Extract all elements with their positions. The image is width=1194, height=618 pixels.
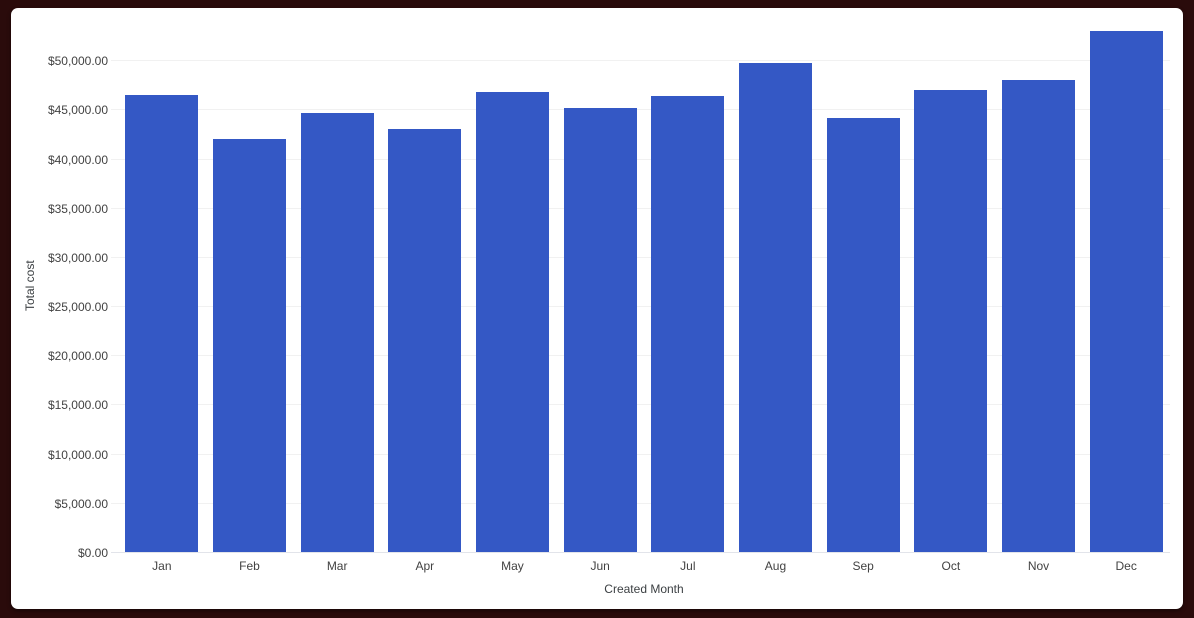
y-tick-label: $0.00 <box>77 546 108 560</box>
gridline <box>111 60 1170 61</box>
bar-jul[interactable] <box>651 95 725 553</box>
bar-oct[interactable] <box>914 89 988 553</box>
gridline <box>111 208 1170 209</box>
bar-slot-jan <box>118 18 206 553</box>
y-tick-label: $20,000.00 <box>47 349 108 363</box>
bar-slot-sep <box>819 18 907 553</box>
y-tick-label: $40,000.00 <box>47 153 108 167</box>
gridline <box>111 109 1170 110</box>
bar-mar[interactable] <box>300 113 374 553</box>
bar-dec[interactable] <box>1089 30 1163 553</box>
x-tick-label-feb: Feb <box>239 559 260 573</box>
x-axis-title: Created Month <box>604 582 684 596</box>
y-tick-label: $35,000.00 <box>47 202 108 216</box>
y-tick-label: $15,000.00 <box>47 398 108 412</box>
x-tick-label-jul: Jul <box>680 559 696 573</box>
bar-slot-feb <box>206 18 294 553</box>
bar-slot-jun <box>556 18 644 553</box>
gridline <box>111 257 1170 258</box>
bar-nov[interactable] <box>1002 79 1075 553</box>
y-tick-label: $45,000.00 <box>47 103 108 117</box>
x-tick-label-nov: Nov <box>1027 559 1050 573</box>
bar-jun[interactable] <box>563 107 637 553</box>
x-tick-label-may: May <box>501 559 524 573</box>
gridline <box>111 404 1170 405</box>
plot-area <box>111 18 1170 553</box>
x-tick-label-jan: Jan <box>152 559 172 573</box>
x-tick-label-mar: Mar <box>326 559 348 573</box>
x-tick-label-jun: Jun <box>590 559 610 573</box>
gridline <box>111 355 1170 356</box>
bar-slot-may <box>469 18 557 553</box>
y-tick-label: $10,000.00 <box>47 448 108 462</box>
x-tick-label-sep: Sep <box>852 559 874 573</box>
bar-feb[interactable] <box>213 138 286 553</box>
bar-slot-jul <box>644 18 732 553</box>
bar-slot-nov <box>995 18 1083 553</box>
bar-apr[interactable] <box>388 129 462 553</box>
bar-sep[interactable] <box>826 118 900 553</box>
gridline <box>111 454 1170 455</box>
x-tick-label-oct: Oct <box>941 559 961 573</box>
x-tick-label-dec: Dec <box>1115 559 1137 573</box>
y-tick-label: $25,000.00 <box>47 300 108 314</box>
y-axis-title: Total cost <box>23 260 37 311</box>
y-tick-label: $5,000.00 <box>54 497 108 511</box>
bar-jan[interactable] <box>125 94 199 553</box>
x-tick-label-aug: Aug <box>764 559 787 573</box>
y-tick-label: $30,000.00 <box>47 251 108 265</box>
bar-slot-aug <box>732 18 820 553</box>
bar-may[interactable] <box>476 91 549 553</box>
bar-aug[interactable] <box>739 63 812 553</box>
bar-slot-oct <box>907 18 995 553</box>
y-tick-label: $50,000.00 <box>47 54 108 68</box>
gridline <box>111 159 1170 160</box>
chart-card: Total cost Created Month $0.00 $5,000.00 $… <box>11 8 1183 609</box>
axis-baseline <box>111 552 1170 553</box>
bar-slot-apr <box>381 18 469 553</box>
bar-slot-mar <box>293 18 381 553</box>
gridline <box>111 306 1170 307</box>
gridline <box>111 503 1170 504</box>
x-tick-label-apr: Apr <box>415 559 435 573</box>
bar-slot-dec <box>1082 18 1170 553</box>
